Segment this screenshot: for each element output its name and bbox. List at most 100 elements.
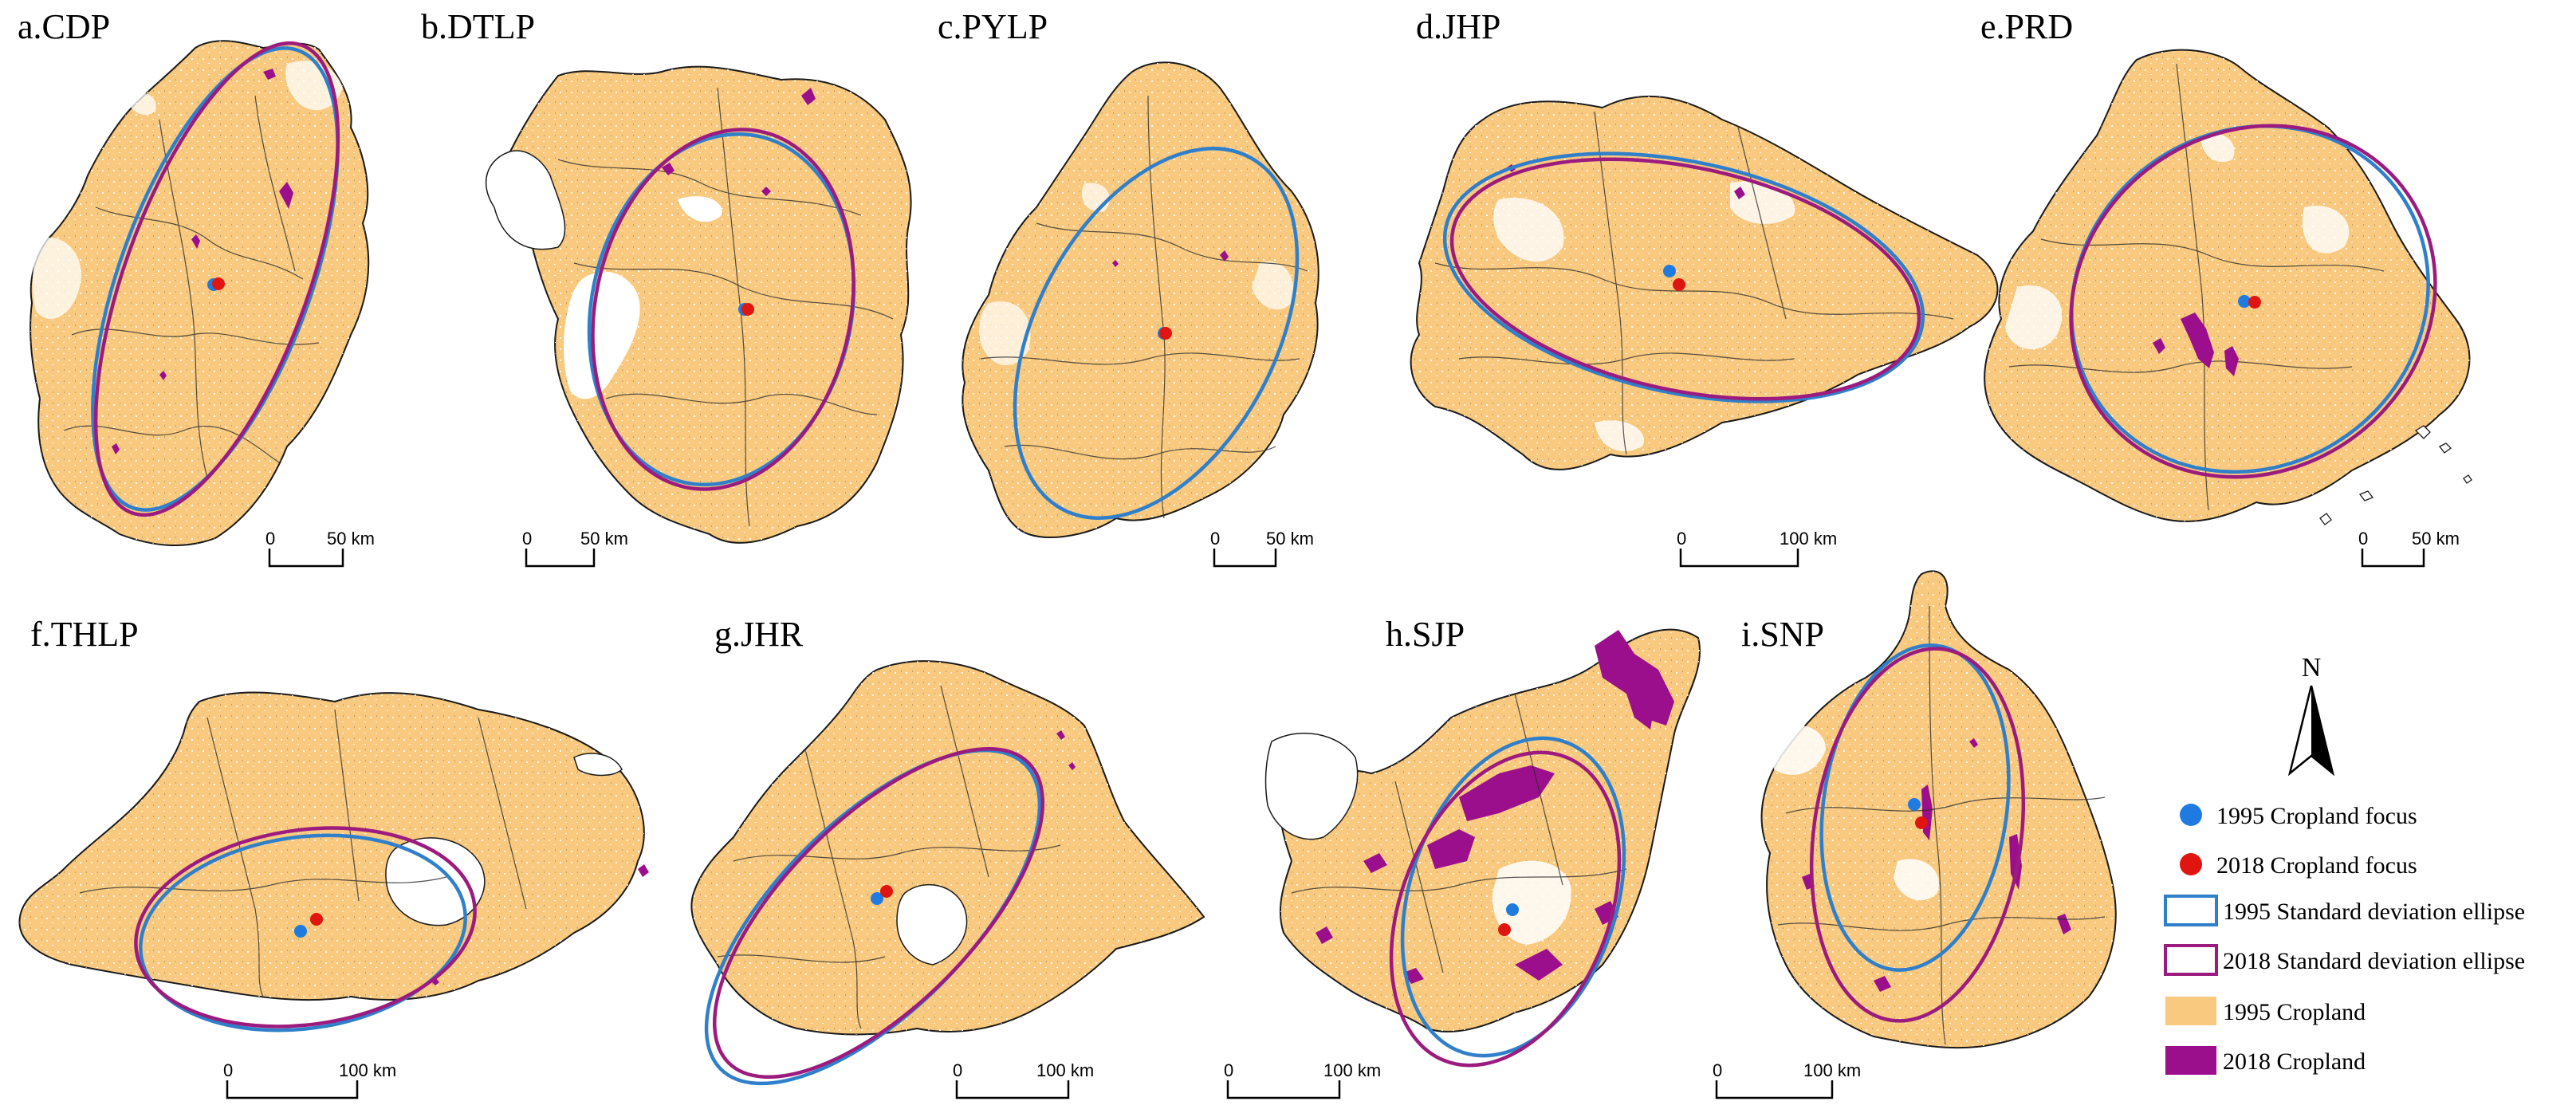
region-b-lake — [564, 196, 722, 399]
panel-a: a.CDP 0 50 km — [18, 7, 375, 568]
ellipse-2018-g — [712, 746, 1045, 1080]
region-a-texture — [30, 41, 369, 546]
scale-zero-a: 0 — [265, 529, 275, 549]
scale-end-e: 50 km — [2412, 529, 2460, 549]
ellipse-1995-f — [139, 833, 467, 1032]
ellipse-2018-b — [591, 128, 855, 491]
region-e-cropland-2018 — [2153, 313, 2239, 376]
focus-2018-g — [880, 885, 893, 898]
legend-item-ellipse-2018: 2018 Standard deviation ellipse — [2164, 944, 2525, 976]
region-h-cropland-2018 — [1316, 630, 1674, 984]
region-b-cropland-2018 — [662, 88, 816, 196]
region-h-center-white — [1492, 860, 1571, 945]
region-b-west-lobe — [486, 150, 566, 250]
region-f-texture — [19, 692, 644, 1001]
legend-item-focus-2018: 2018 Cropland focus — [2180, 852, 2417, 879]
scale-end-h: 100 km — [1323, 1060, 1381, 1080]
focus-1995-f — [294, 925, 307, 938]
panel-e: e.PRD 0 50 km — [1980, 7, 2472, 568]
scale-zero-b: 0 — [522, 529, 532, 549]
region-h-internal-boundaries — [1291, 693, 1627, 973]
scale-bar-g — [955, 1080, 1070, 1099]
scale-end-f: 100 km — [339, 1060, 396, 1080]
region-h-texture — [1280, 629, 1701, 1032]
region-c-cropland-2018 — [1112, 250, 1229, 267]
focus-2018-f — [310, 913, 323, 926]
legend-item-focus-1995: 1995 Cropland focus — [2180, 803, 2417, 829]
scale-zero-f: 0 — [223, 1060, 233, 1080]
legend-symbol-ellipse-2018 — [2164, 944, 2218, 976]
focus-1995-h — [1506, 903, 1519, 916]
panel-title-a: a.CDP — [18, 7, 110, 46]
region-e-islands — [2319, 425, 2472, 525]
region-i-texture — [1761, 571, 2116, 1048]
region-d-internal-boundaries — [1434, 111, 1954, 455]
ellipse-1995-h — [1400, 736, 1626, 1058]
scale-end-g: 100 km — [1036, 1060, 1094, 1080]
scale-zero-g: 0 — [953, 1060, 962, 1080]
scale-zero-h: 0 — [1224, 1060, 1233, 1080]
panel-title-i: i.SNP — [1741, 615, 1824, 654]
scale-zero-i: 0 — [1713, 1060, 1722, 1080]
scale-bar-b — [525, 549, 596, 568]
scale-bar-i — [1715, 1080, 1834, 1099]
ellipse-2018-e — [2069, 124, 2437, 479]
scale-zero-d: 0 — [1677, 529, 1686, 549]
legend-item-ellipse-1995: 1995 Standard deviation ellipse — [2164, 895, 2525, 926]
focus-2018-h — [1498, 923, 1511, 936]
panel-title-f: f.THLP — [30, 615, 139, 654]
ellipse-1995-e — [2070, 124, 2430, 474]
legend-symbol-focus-2018 — [2180, 853, 2202, 875]
panel-title-e: e.PRD — [1980, 7, 2073, 46]
focus-2018-e — [2248, 296, 2261, 309]
ellipse-1995-i — [1819, 643, 2011, 972]
scale-end-b: 50 km — [580, 529, 628, 549]
legend-label-ellipse-1995: 1995 Standard deviation ellipse — [2223, 899, 2525, 925]
panel-h: h.SJP 0 100 km — [1224, 615, 1701, 1099]
legend-label-cropland-2018: 2018 Cropland — [2223, 1048, 2366, 1075]
region-g-cropland-2018 — [1056, 730, 1076, 770]
region-e-internal-boundaries — [2008, 63, 2385, 511]
region-a-edge-white — [32, 61, 343, 319]
ellipse-1995-c — [1013, 147, 1300, 520]
scale-end-a: 50 km — [327, 529, 375, 549]
panel-title-h: h.SJP — [1386, 615, 1465, 654]
scale-end-i: 100 km — [1803, 1060, 1861, 1080]
ellipse-2018-d — [1449, 157, 1921, 401]
region-i-internal-boundaries — [1777, 605, 2106, 1045]
focus-2018-d — [1673, 278, 1685, 291]
legend-symbol-ellipse-1995 — [2164, 895, 2218, 926]
scale-end-c: 50 km — [1266, 529, 1314, 549]
ellipse-1995-d — [1442, 151, 1925, 403]
legend-symbol-focus-1995 — [2180, 804, 2202, 826]
scale-bar-a — [268, 549, 344, 568]
region-d-texture — [1410, 96, 1998, 470]
focus-1995-g — [871, 892, 883, 905]
scale-zero-e: 0 — [2358, 529, 2368, 549]
region-a-cropland-2018 — [112, 69, 293, 454]
legend-label-focus-2018: 2018 Cropland focus — [2216, 852, 2417, 879]
panel-g: g.JHR 0 100 km — [690, 615, 1205, 1099]
focus-2018-i — [1915, 816, 1928, 829]
panel-i: i.SNP 0 100 km — [1713, 570, 2117, 1099]
legend-label-ellipse-2018: 2018 Standard deviation ellipse — [2223, 948, 2525, 974]
region-b-internal-boundaries — [557, 87, 894, 527]
panel-b: b.DTLP 0 50 km — [421, 7, 912, 568]
region-c-white-areas — [979, 183, 1294, 366]
legend: 1995 Cropland focus 2018 Cropland focus … — [2164, 803, 2525, 1075]
region-e-texture — [1984, 49, 2470, 521]
legend-label-cropland-1995: 1995 Cropland — [2223, 999, 2366, 1025]
region-f-lake — [385, 837, 486, 926]
region-f-river-mouth — [573, 753, 623, 777]
region-g-internal-boundaries — [717, 685, 1061, 1029]
region-d-white-areas — [1493, 181, 1795, 451]
legend-item-cropland-2018: 2018 Cropland — [2165, 1046, 2366, 1075]
north-arrow-label: N — [2302, 653, 2322, 682]
focus-2018-b — [741, 303, 754, 316]
legend-label-focus-1995: 1995 Cropland focus — [2216, 803, 2417, 829]
focus-2018-c — [1159, 327, 1172, 340]
region-g-lake — [896, 883, 968, 966]
legend-symbol-cropland-1995 — [2165, 997, 2216, 1025]
panel-title-d: d.JHP — [1416, 7, 1500, 46]
